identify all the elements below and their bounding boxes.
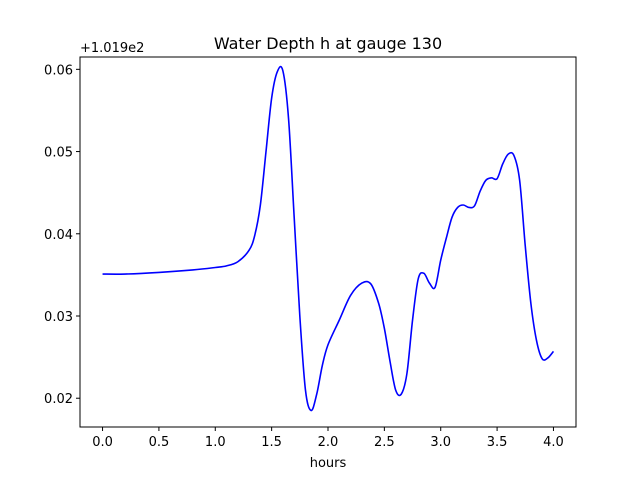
x-tick-label: 1.0 — [205, 435, 226, 450]
y-tick-label: 0.05 — [44, 146, 73, 161]
chart-title: Water Depth h at gauge 130 — [214, 34, 442, 53]
x-tick-label: 0.5 — [149, 435, 170, 450]
x-tick-label: 3.5 — [487, 435, 508, 450]
x-axis-label: hours — [310, 456, 347, 471]
series-line — [102, 65, 555, 412]
y-offset-label: +1.019e2 — [80, 41, 144, 56]
y-tick-label: 0.06 — [44, 63, 73, 78]
x-axis: 0.0 0.5 1.0 1.5 2.0 2.5 3.0 3.5 4.0 — [92, 427, 564, 450]
x-tick-label: 1.5 — [261, 435, 282, 450]
x-tick-label: 4.0 — [543, 435, 564, 450]
y-tick-label: 0.03 — [44, 310, 73, 325]
y-tick-label: 0.04 — [44, 228, 73, 243]
y-axis: 0.02 0.03 0.04 0.05 0.06 — [44, 63, 80, 407]
plot-area — [102, 65, 555, 412]
x-tick-label: 0.0 — [92, 435, 113, 450]
y-tick-label: 0.02 — [44, 392, 73, 407]
x-tick-label: 2.0 — [318, 435, 339, 450]
x-tick-label: 2.5 — [374, 435, 395, 450]
x-tick-label: 3.0 — [430, 435, 451, 450]
plot-frame — [79, 56, 577, 428]
